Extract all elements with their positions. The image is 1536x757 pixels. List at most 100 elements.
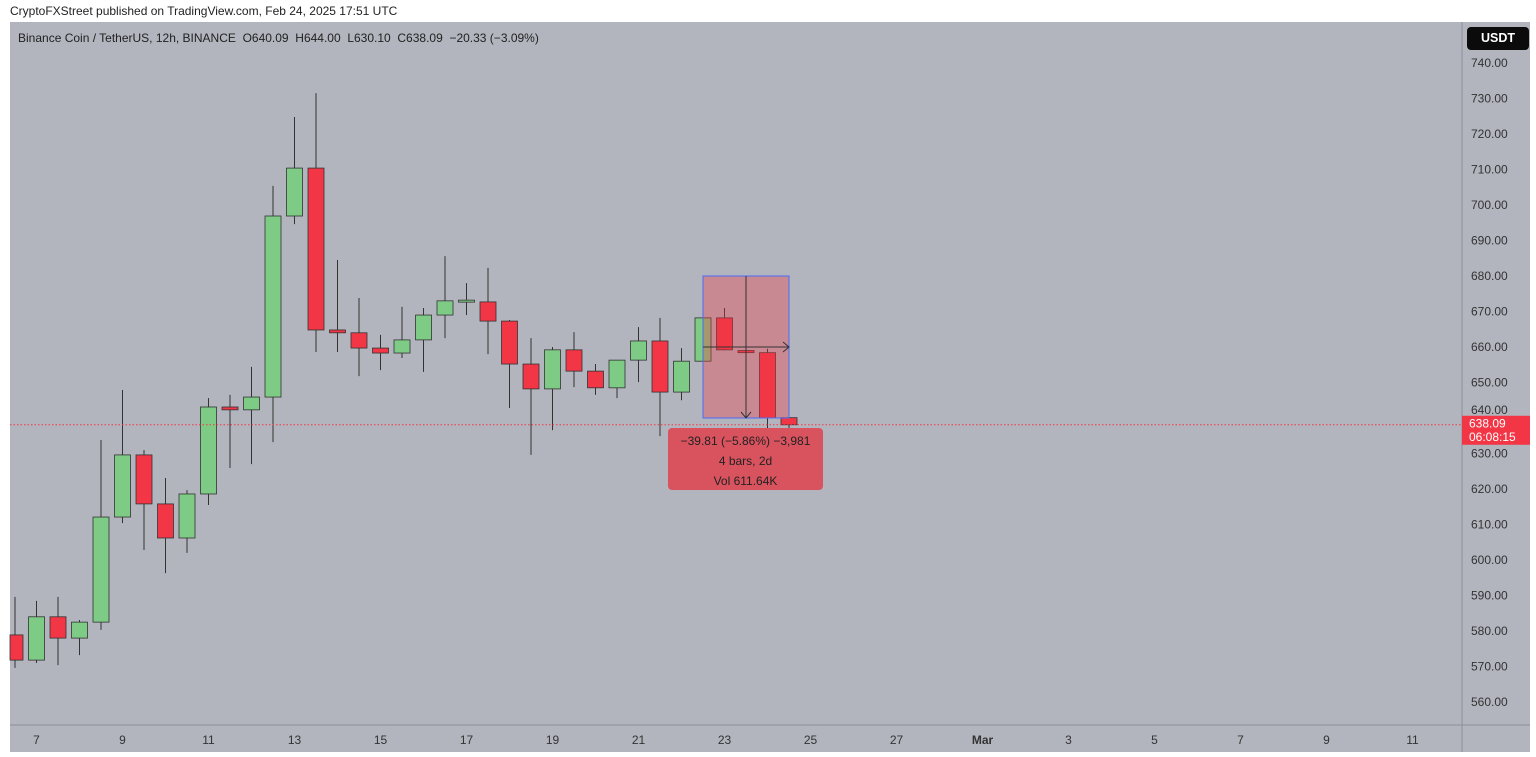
price-tick-label: 630.00: [1471, 447, 1508, 461]
legend-change: −20.33 (−3.09%): [449, 31, 539, 45]
symbol-name: Binance Coin / TetherUS, 12h, BINANCE: [18, 31, 236, 45]
time-tick-label: Mar: [972, 733, 994, 747]
candle-body: [307, 167, 325, 331]
time-tick-label: 25: [804, 733, 818, 747]
candle-body: [9, 634, 24, 661]
candle-body: [114, 454, 131, 518]
time-tick-label: 11: [1406, 733, 1419, 747]
current-price-label: [1462, 415, 1530, 445]
legend-open: O640.09: [242, 31, 289, 45]
time-tick-label: 23: [718, 733, 732, 747]
candle-body: [544, 349, 561, 390]
time-tick-label: 17: [460, 733, 474, 747]
price-tick-label: 730.00: [1471, 92, 1508, 106]
candle: [608, 359, 626, 399]
price-tick-label: 600.00: [1471, 553, 1508, 567]
candle-body: [608, 359, 626, 389]
time-tick-label: 15: [374, 733, 388, 747]
candle-body: [92, 516, 110, 623]
candle-body: [501, 320, 518, 365]
candle: [28, 600, 45, 663]
candle: [393, 306, 411, 359]
candle: [587, 364, 604, 395]
candle-body: [243, 396, 260, 411]
time-tick-label: 13: [288, 733, 302, 747]
candle: [9, 596, 24, 668]
price-tick-label: 560.00: [1471, 695, 1508, 709]
candle-body: [178, 493, 196, 539]
candle-body: [372, 347, 389, 354]
candle-body: [651, 340, 669, 393]
candle: [307, 93, 325, 352]
candle: [92, 440, 110, 630]
time-tick-label: 7: [33, 733, 40, 747]
price-tick-label: 610.00: [1471, 518, 1508, 532]
price-tick-label: 660.00: [1471, 340, 1508, 354]
legend-high: H644.00: [295, 31, 341, 45]
candle-body: [350, 332, 368, 349]
price-tick-label: 620.00: [1471, 482, 1508, 496]
candle-body: [587, 370, 604, 389]
candle-body: [673, 360, 690, 393]
candle-body: [458, 299, 475, 303]
candle: [264, 185, 282, 443]
candles-group: [9, 93, 798, 668]
bar-countdown: 06:08:15: [1469, 430, 1516, 444]
candle-body: [157, 503, 174, 539]
price-tick-label: 650.00: [1471, 376, 1508, 390]
currency-button[interactable]: USDT: [1467, 27, 1529, 50]
candle-body: [716, 317, 733, 351]
legend-close: C638.09: [397, 31, 443, 45]
time-tick-label: 3: [1065, 733, 1072, 747]
candle: [350, 298, 368, 377]
price-tick-label: 700.00: [1471, 198, 1508, 212]
price-tick-label: 720.00: [1471, 127, 1508, 141]
candle-body: [479, 301, 497, 322]
candle: [135, 449, 153, 551]
time-tick-label: 21: [632, 733, 646, 747]
candle-body: [264, 215, 282, 398]
time-tick-label: 27: [890, 733, 904, 747]
arrow-right-icon: [782, 341, 790, 353]
candle-body: [28, 616, 45, 661]
candle-body: [393, 339, 411, 354]
candle: [415, 307, 432, 372]
candle: [436, 256, 454, 339]
price-tick-label: 590.00: [1471, 589, 1508, 603]
candle: [458, 283, 475, 316]
candle: [157, 477, 174, 574]
candle-body: [200, 406, 217, 495]
candle: [114, 389, 131, 524]
price-tick-label: 670.00: [1471, 305, 1508, 319]
candle: [479, 267, 497, 355]
candle-body: [71, 621, 88, 639]
candle: [243, 366, 260, 465]
candle-body: [49, 616, 67, 639]
current-price-value: 638.09: [1469, 416, 1506, 430]
symbol-legend: Binance Coin / TetherUS, 12h, BINANCE O6…: [18, 31, 539, 45]
candle: [759, 348, 776, 433]
candle: [673, 348, 690, 401]
time-tick-label: 9: [1323, 733, 1330, 747]
measure-tooltip-line2: 4 bars, 2d: [719, 454, 772, 468]
candle-body: [221, 406, 239, 411]
candle: [49, 596, 67, 666]
candle: [286, 116, 303, 225]
candle-body: [329, 329, 346, 334]
candle: [544, 347, 561, 431]
candle-body: [780, 417, 798, 426]
candle: [651, 317, 669, 437]
measure-tooltip-line3: Vol 611.64K: [714, 474, 778, 488]
price-tick-label: 740.00: [1471, 56, 1508, 70]
candle: [200, 398, 217, 505]
candle: [501, 320, 518, 409]
candle-body: [522, 363, 540, 390]
price-tick-label: 640.00: [1471, 403, 1508, 417]
legend-low: L630.10: [347, 31, 391, 45]
published-caption: CryptoFXStreet published on TradingView.…: [10, 4, 398, 18]
candle: [565, 332, 583, 388]
candle: [716, 307, 733, 351]
candle-body: [565, 349, 583, 372]
time-tick-label: 5: [1151, 733, 1158, 747]
